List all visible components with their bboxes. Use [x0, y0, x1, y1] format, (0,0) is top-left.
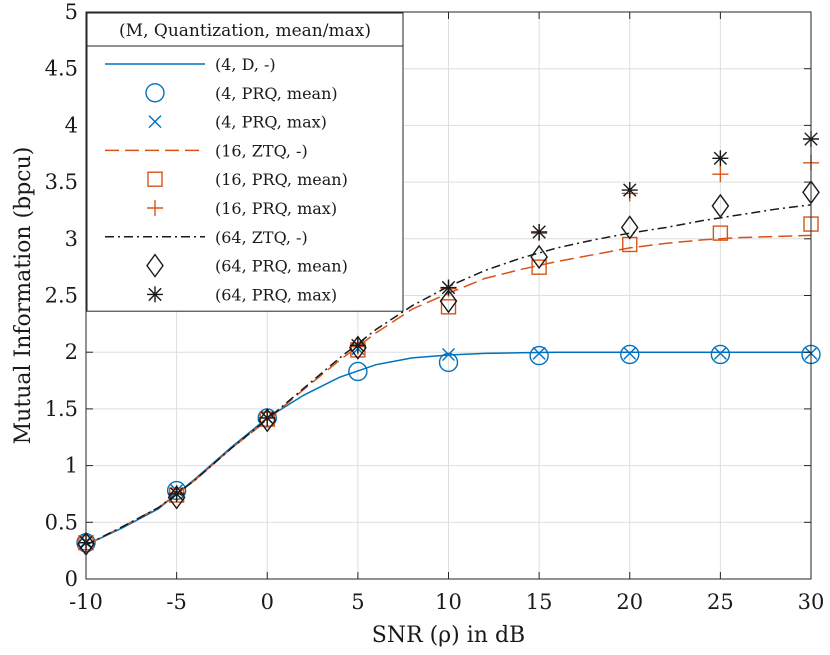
data-point-x — [442, 347, 455, 361]
y-tick-label: 2.5 — [45, 284, 78, 308]
data-point-diamond — [349, 335, 367, 360]
data-point-diamond — [530, 244, 548, 270]
x-tick-label: 5 — [351, 590, 364, 614]
legend-marker-sample — [147, 200, 163, 216]
legend-box — [86, 12, 404, 312]
legend-entry: (4, PRQ, mean) — [145, 83, 338, 103]
x-tick-label: 30 — [798, 590, 825, 614]
data-point-diamond — [258, 408, 277, 433]
y-tick-label: 1.5 — [45, 397, 78, 421]
legend-label: (16, PRQ, max) — [215, 199, 337, 218]
x-tick-label: 0 — [261, 590, 274, 614]
x-tick-label: 20 — [616, 590, 643, 614]
legend-marker-sample — [145, 83, 165, 103]
y-tick-label: 0.5 — [45, 510, 78, 534]
x-tick-label: -5 — [166, 590, 186, 614]
legend-entry: (4, PRQ, max) — [148, 113, 327, 132]
series-line — [85, 204, 812, 546]
legend-label: (64, PRQ, mean) — [215, 257, 348, 276]
data-point-asterisk — [712, 150, 729, 167]
x-tick-label: -10 — [69, 590, 103, 614]
data-point-asterisk — [349, 337, 366, 354]
legend-label: (4, D, -) — [215, 55, 276, 74]
legend-entry: (4, D, -) — [105, 55, 276, 74]
legend-marker-sample — [148, 115, 162, 129]
data-point-asterisk — [621, 182, 638, 199]
y-tick-label: 3.5 — [45, 170, 78, 194]
y-tick-label: 3 — [65, 227, 78, 251]
data-point-circle — [529, 345, 549, 366]
legend-marker-sample — [147, 286, 163, 303]
y-tick-label: 0 — [65, 567, 78, 591]
x-axis-label: SNR (ρ) in dB — [372, 623, 525, 648]
data-point-x — [532, 346, 546, 360]
legend: (M, Quantization, mean/max) (4, D, -) (4,… — [86, 12, 404, 312]
legend-label: (64, ZTQ, -) — [215, 228, 308, 247]
data-point-asterisk — [440, 279, 457, 296]
data-point-square — [531, 259, 547, 275]
data-point-diamond — [620, 215, 639, 240]
data-point-x — [713, 346, 727, 360]
legend-marker-sample — [146, 253, 164, 278]
series-6 — [85, 204, 812, 546]
legend-entry: (64, ZTQ, -) — [105, 228, 308, 247]
x-tick-label: 25 — [707, 590, 734, 614]
legend-label: (64, PRQ, max) — [215, 285, 337, 304]
legend-marker-sample — [147, 171, 163, 187]
legend-entry: (16, PRQ, mean) — [147, 170, 348, 189]
data-point-circle — [710, 344, 731, 365]
legend-entry: (16, PRQ, max) — [147, 199, 337, 218]
legend-label: (16, ZTQ, -) — [215, 141, 308, 160]
data-point-asterisk — [531, 223, 548, 240]
data-point-asterisk — [259, 409, 276, 426]
legend-entry: (64, PRQ, max) — [147, 285, 337, 304]
axis-ticks: -10 -5 0 5 10 15 20 25 30 0 0.5 1 1.5 2 2.5 3 3.5 4 4.5 5 — [45, 0, 825, 614]
data-point-square — [440, 299, 457, 315]
data-point-diamond — [711, 193, 730, 219]
y-tick-label: 5 — [65, 0, 78, 24]
data-point-circle — [348, 361, 368, 382]
legend-entry: (16, ZTQ, -) — [105, 141, 308, 160]
data-point-x — [623, 346, 637, 360]
y-tick-label: 1 — [65, 454, 78, 478]
x-tick-label: 10 — [435, 590, 462, 614]
legend-label: (4, PRQ, mean) — [215, 84, 338, 103]
data-point-circle — [620, 344, 640, 365]
legend-label: (4, PRQ, max) — [215, 113, 327, 132]
data-point-plus — [712, 166, 729, 183]
x-tick-label: 15 — [526, 590, 553, 614]
data-point-asterisk — [168, 485, 185, 502]
legend-title: (M, Quantization, mean/max) — [119, 21, 371, 41]
y-tick-label: 4 — [65, 113, 78, 137]
data-point-diamond — [439, 288, 458, 314]
data-point-circle — [438, 352, 459, 373]
y-tick-label: 4.5 — [45, 57, 78, 81]
legend-label: (16, PRQ, mean) — [215, 170, 348, 189]
data-point-square — [712, 225, 729, 241]
y-tick-label: 2 — [65, 340, 78, 364]
legend-entry: (64, PRQ, mean) — [146, 253, 348, 278]
y-axis-label: Mutual Information (bpcu) — [11, 147, 36, 445]
